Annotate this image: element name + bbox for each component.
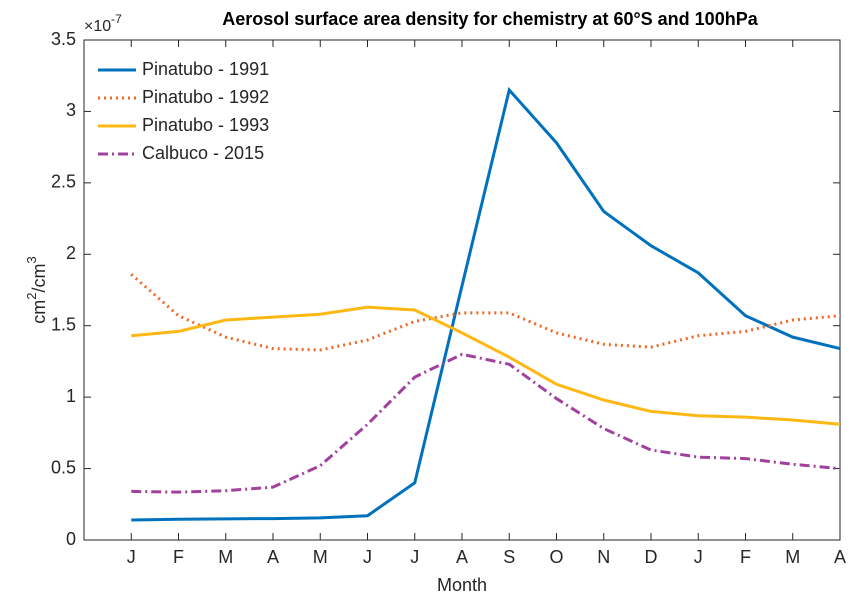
series-line — [131, 352, 841, 494]
x-tick-label: A — [267, 547, 279, 567]
series-line — [131, 305, 841, 426]
y-tick-label: 3.5 — [51, 29, 76, 49]
y-tick-label: 1.5 — [51, 314, 76, 334]
y-tick-label: 0.5 — [51, 457, 76, 477]
y-exponent: ×10-7 — [84, 12, 122, 35]
x-tick-label: M — [218, 547, 233, 567]
y-exponent-power: -7 — [111, 12, 122, 26]
y-tick-label: 0 — [66, 529, 76, 549]
series-line — [131, 86, 841, 522]
y-exponent-base: ×10 — [84, 18, 111, 35]
x-tick-label: N — [597, 547, 610, 567]
y-tick-label: 3 — [66, 100, 76, 120]
y-label-sup: 2 — [24, 293, 39, 300]
legend-label: Pinatubo - 1993 — [142, 115, 269, 135]
x-tick-label: F — [740, 547, 751, 567]
x-tick-label: J — [410, 547, 419, 567]
x-tick-label: M — [785, 547, 800, 567]
legend-label: Calbuco - 2015 — [142, 143, 264, 163]
y-label-part: cm — [29, 300, 49, 324]
chart-title: Aerosol surface area density for chemist… — [222, 9, 758, 29]
x-tick-label: J — [694, 547, 703, 567]
x-axis-label: Month — [437, 575, 487, 595]
x-tick-label: J — [363, 547, 372, 567]
x-tick-label: A — [834, 547, 846, 567]
x-tick-label: S — [503, 547, 515, 567]
legend-label: Pinatubo - 1992 — [142, 87, 269, 107]
x-tick-label: O — [549, 547, 563, 567]
x-tick-label: J — [127, 547, 136, 567]
series-line — [130, 273, 841, 352]
y-tick-label: 1 — [66, 386, 76, 406]
y-tick-label: 2.5 — [51, 172, 76, 192]
legend-label: Pinatubo - 1991 — [142, 59, 269, 79]
x-tick-label: A — [456, 547, 468, 567]
y-label-part: /cm — [29, 264, 49, 293]
y-tick-label: 2 — [66, 243, 76, 263]
y-label-sup: 3 — [24, 256, 39, 263]
x-tick-label: F — [173, 547, 184, 567]
y-axis-label: cm2/cm3 — [24, 256, 48, 323]
x-tick-label: M — [313, 547, 328, 567]
x-tick-label: D — [645, 547, 658, 567]
